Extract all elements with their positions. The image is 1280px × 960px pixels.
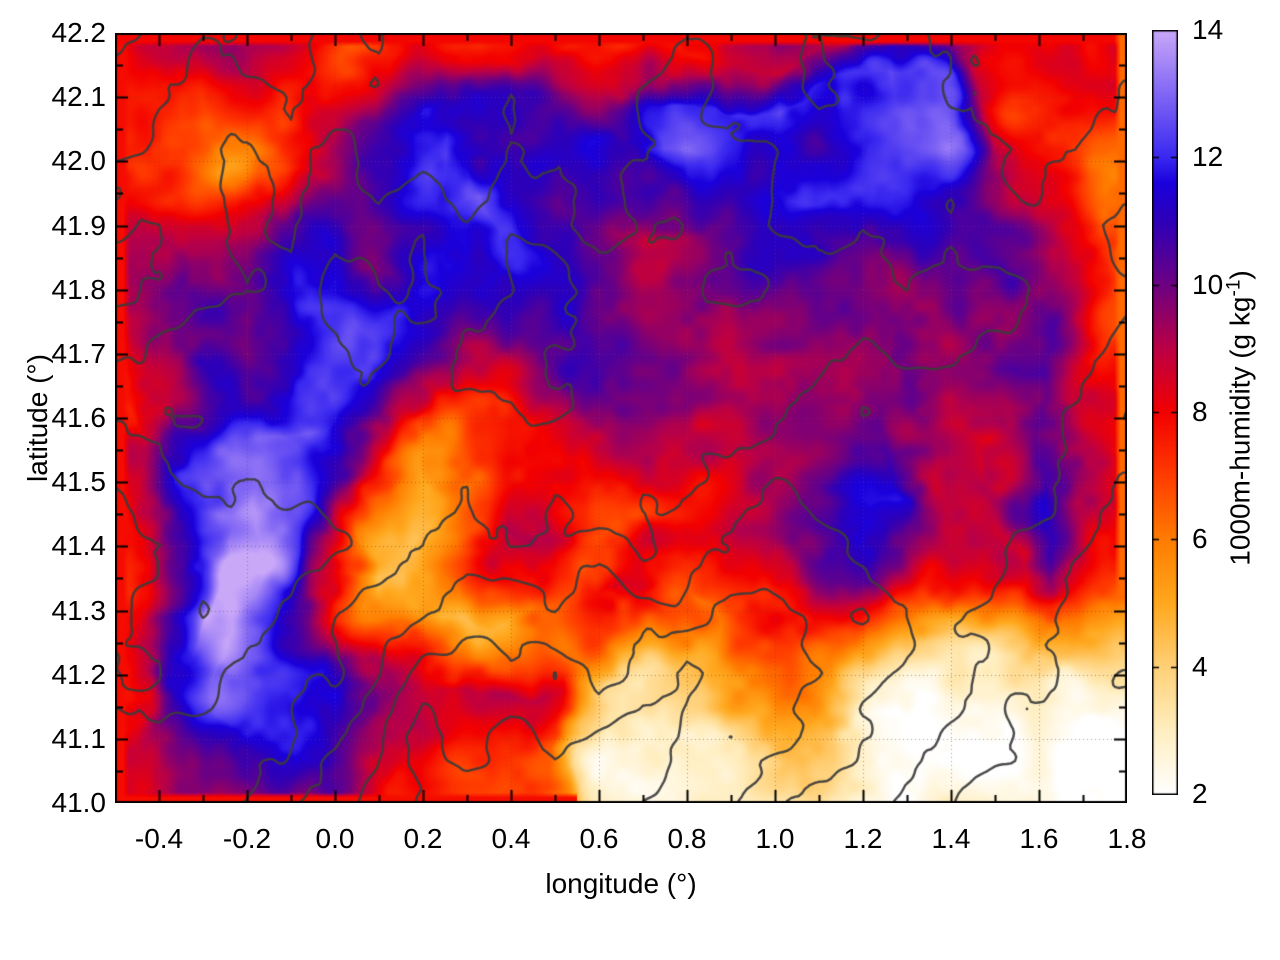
y-tick-label: 41.0: [51, 787, 107, 818]
colorbar-label-sup: -1: [1223, 279, 1245, 297]
colorbar-tick-label: 6: [1192, 523, 1208, 555]
y-tick-label: 41.8: [51, 273, 107, 305]
colorbar-label-main: 1000m-humidity (g kg: [1224, 296, 1256, 566]
colorbar-tick-label: 4: [1192, 650, 1208, 682]
x-tick-label: 1.0: [755, 823, 795, 854]
x-axis-label: longitude (°): [545, 868, 697, 899]
x-tick-label: 0.4: [491, 823, 531, 854]
y-tick-label: 41.5: [51, 466, 107, 498]
x-tick-label: 1.2: [843, 823, 883, 854]
y-axis-label: latitude (°): [22, 354, 53, 482]
colorbar-tick-label: 12: [1192, 141, 1224, 173]
colorbar: [1152, 30, 1178, 795]
y-tick-label: 42.0: [51, 145, 107, 177]
x-tick-label: 0.2: [403, 823, 443, 854]
colorbar-label: 1000m-humidity (g kg-1): [1223, 270, 1256, 565]
y-tick-label: 41.9: [51, 209, 107, 241]
y-tick-label: 41.3: [51, 594, 107, 626]
heatmap-canvas: [115, 33, 1127, 803]
x-tick-label: 0.6: [579, 823, 619, 854]
colorbar-tick-label: 14: [1192, 14, 1224, 45]
colorbar-tick-label: 8: [1192, 396, 1208, 427]
x-tick-label: 0.8: [667, 823, 707, 854]
y-tick-label: 41.7: [51, 337, 107, 369]
y-tick-label: 41.2: [51, 658, 107, 690]
y-tick-label: 41.1: [51, 722, 107, 754]
colorbar-label-close: ): [1224, 270, 1256, 280]
y-tick-label: 42.2: [51, 17, 107, 48]
x-tick-label: 1.4: [931, 823, 971, 854]
colorbar-tick-label: 2: [1192, 778, 1208, 809]
x-tick-label: 1.6: [1019, 823, 1059, 854]
x-tick-label: 0.0: [315, 823, 355, 854]
y-tick-label: 41.6: [51, 402, 107, 433]
y-tick-label: 41.4: [51, 530, 107, 562]
colorbar-tick-label: 10: [1192, 268, 1224, 300]
x-tick-label: 1.8: [1107, 823, 1147, 854]
y-tick-label: 42.1: [51, 81, 107, 113]
x-tick-label: -0.2: [222, 823, 272, 854]
x-tick-label: -0.4: [134, 823, 184, 854]
